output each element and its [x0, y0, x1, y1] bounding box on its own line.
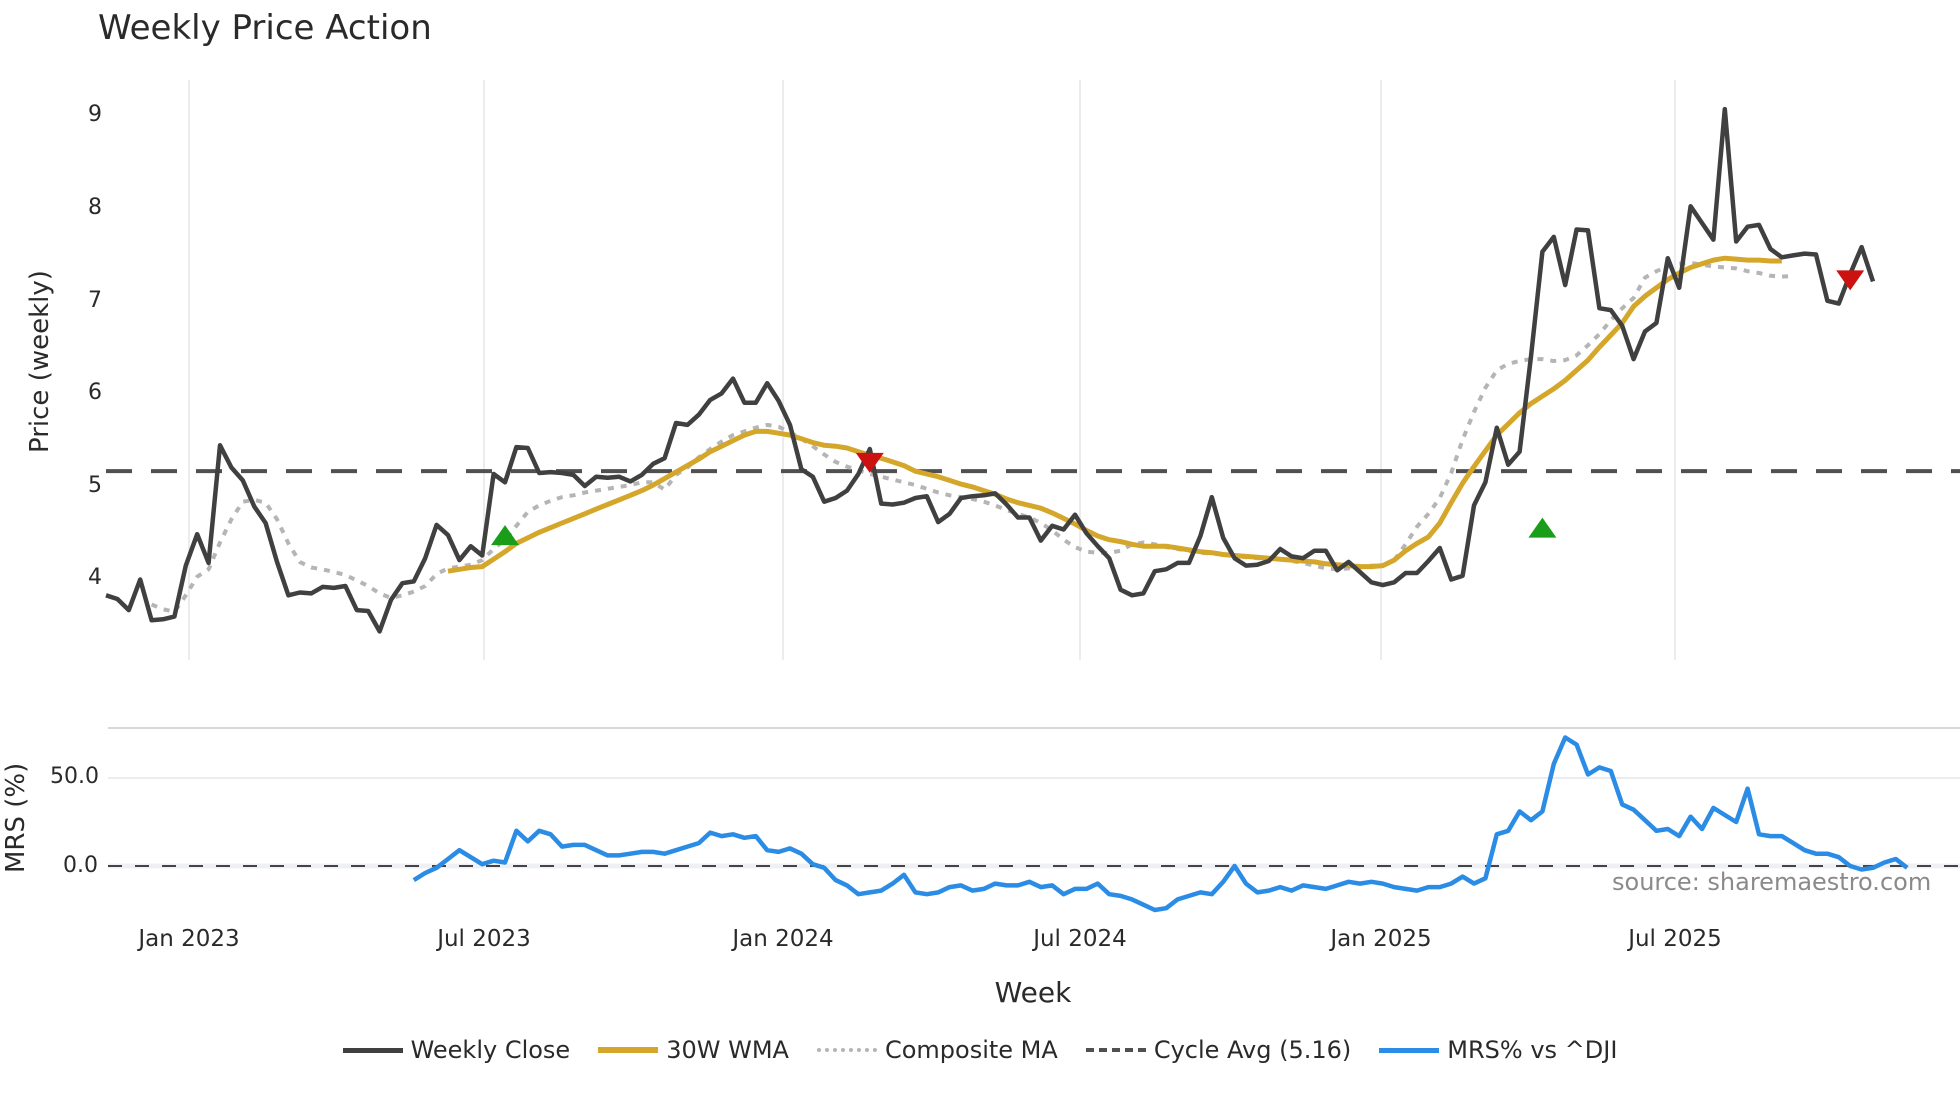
source-watermark: source: sharemaestro.com — [1612, 868, 1932, 896]
legend-item-composite-ma[interactable]: Composite MA — [816, 1036, 1058, 1064]
legend-label: 30W WMA — [666, 1036, 789, 1064]
buy-signal-triangle-up-icon — [491, 525, 519, 546]
x-tick-jan-2024: Jan 2024 — [732, 926, 834, 952]
x-tick-jul-2023: Jul 2023 — [437, 926, 531, 952]
legend-item-cycle-avg[interactable]: Cycle Avg (5.16) — [1085, 1036, 1352, 1064]
mrs-line — [412, 735, 1909, 913]
legend-label: Cycle Avg (5.16) — [1153, 1036, 1352, 1064]
x-axis-label: Week — [994, 976, 1072, 1009]
wma-line — [447, 255, 1782, 574]
legend: Weekly Close 30W WMA Composite MA Cycle … — [0, 1036, 1960, 1064]
legend-swatch-solid-icon — [1379, 1047, 1440, 1053]
price-tick-7: 7 — [88, 288, 102, 313]
x-tick-jul-2025: Jul 2025 — [1628, 926, 1722, 952]
price-tick-9: 9 — [88, 102, 102, 127]
legend-label: Weekly Close — [410, 1036, 571, 1064]
legend-item-weekly-close[interactable]: Weekly Close — [342, 1036, 571, 1064]
chart-title: Weekly Price Action — [98, 8, 432, 48]
x-tick-jan-2023: Jan 2023 — [138, 926, 240, 952]
legend-item-mrs[interactable]: MRS% vs ^DJI — [1379, 1036, 1617, 1064]
legend-label: MRS% vs ^DJI — [1447, 1036, 1618, 1064]
price-tick-6: 6 — [88, 380, 102, 405]
sell-signal-triangle-down-icon — [855, 452, 884, 473]
x-tick-jan-2025: Jan 2025 — [1330, 926, 1432, 952]
sell-signal-triangle-down-icon — [1836, 270, 1865, 291]
price-tick-8: 8 — [88, 195, 102, 220]
weekly-close-line — [105, 106, 1876, 634]
legend-swatch-dotted-icon — [816, 1048, 877, 1052]
mrs-tick-50: 50.0 — [50, 764, 99, 789]
buy-signal-triangle-up-icon — [1528, 517, 1557, 538]
price-tick-4: 4 — [88, 565, 102, 590]
x-tick-jul-2024: Jul 2024 — [1033, 926, 1127, 952]
legend-swatch-solid-icon — [342, 1047, 403, 1053]
composite-ma-line — [150, 260, 1794, 614]
mrs-tick-0: 0.0 — [63, 853, 98, 878]
legend-swatch-dashed-icon — [1085, 1048, 1146, 1052]
legend-item-30w-wma[interactable]: 30W WMA — [598, 1036, 789, 1064]
legend-swatch-solid-icon — [598, 1047, 659, 1053]
legend-label: Composite MA — [884, 1036, 1058, 1064]
price-tick-5: 5 — [88, 473, 102, 498]
